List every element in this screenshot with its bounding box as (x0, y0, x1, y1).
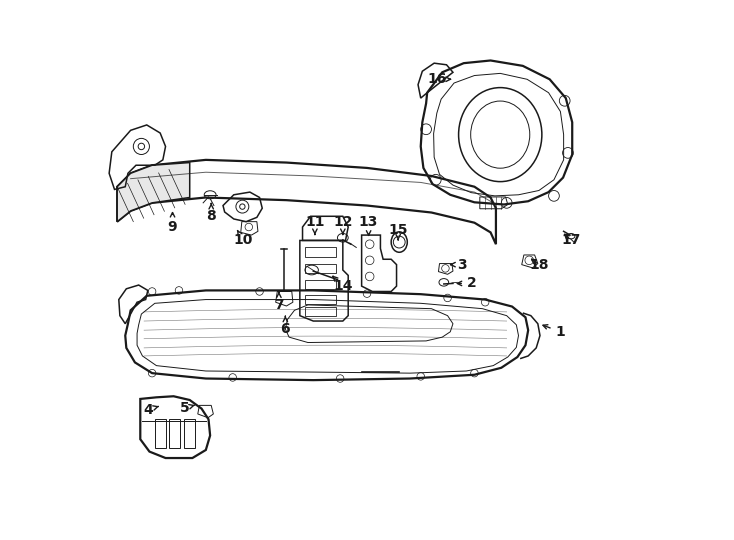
Bar (305, 307, 336, 316)
Bar (305, 247, 336, 257)
Text: 6: 6 (280, 316, 290, 336)
Bar (305, 264, 336, 273)
Bar (170, 419, 180, 448)
Bar (155, 419, 166, 448)
Text: 13: 13 (359, 215, 378, 235)
Text: 5: 5 (180, 401, 195, 415)
Text: 16: 16 (427, 72, 451, 86)
Text: 18: 18 (529, 258, 548, 272)
Text: 9: 9 (167, 213, 178, 234)
Text: 14: 14 (333, 276, 352, 293)
Text: 4: 4 (143, 403, 159, 417)
Bar (305, 280, 336, 289)
Text: 7: 7 (274, 292, 284, 312)
Bar (184, 419, 195, 448)
Text: 10: 10 (233, 231, 253, 247)
Text: 11: 11 (305, 215, 324, 234)
Text: 8: 8 (206, 204, 216, 223)
Polygon shape (117, 163, 189, 221)
Text: 15: 15 (388, 222, 408, 240)
Text: 12: 12 (333, 215, 352, 234)
Text: 1: 1 (543, 325, 565, 339)
Text: 17: 17 (562, 233, 581, 247)
Bar (305, 295, 336, 305)
Text: 2: 2 (457, 276, 476, 291)
Text: 3: 3 (451, 258, 467, 272)
